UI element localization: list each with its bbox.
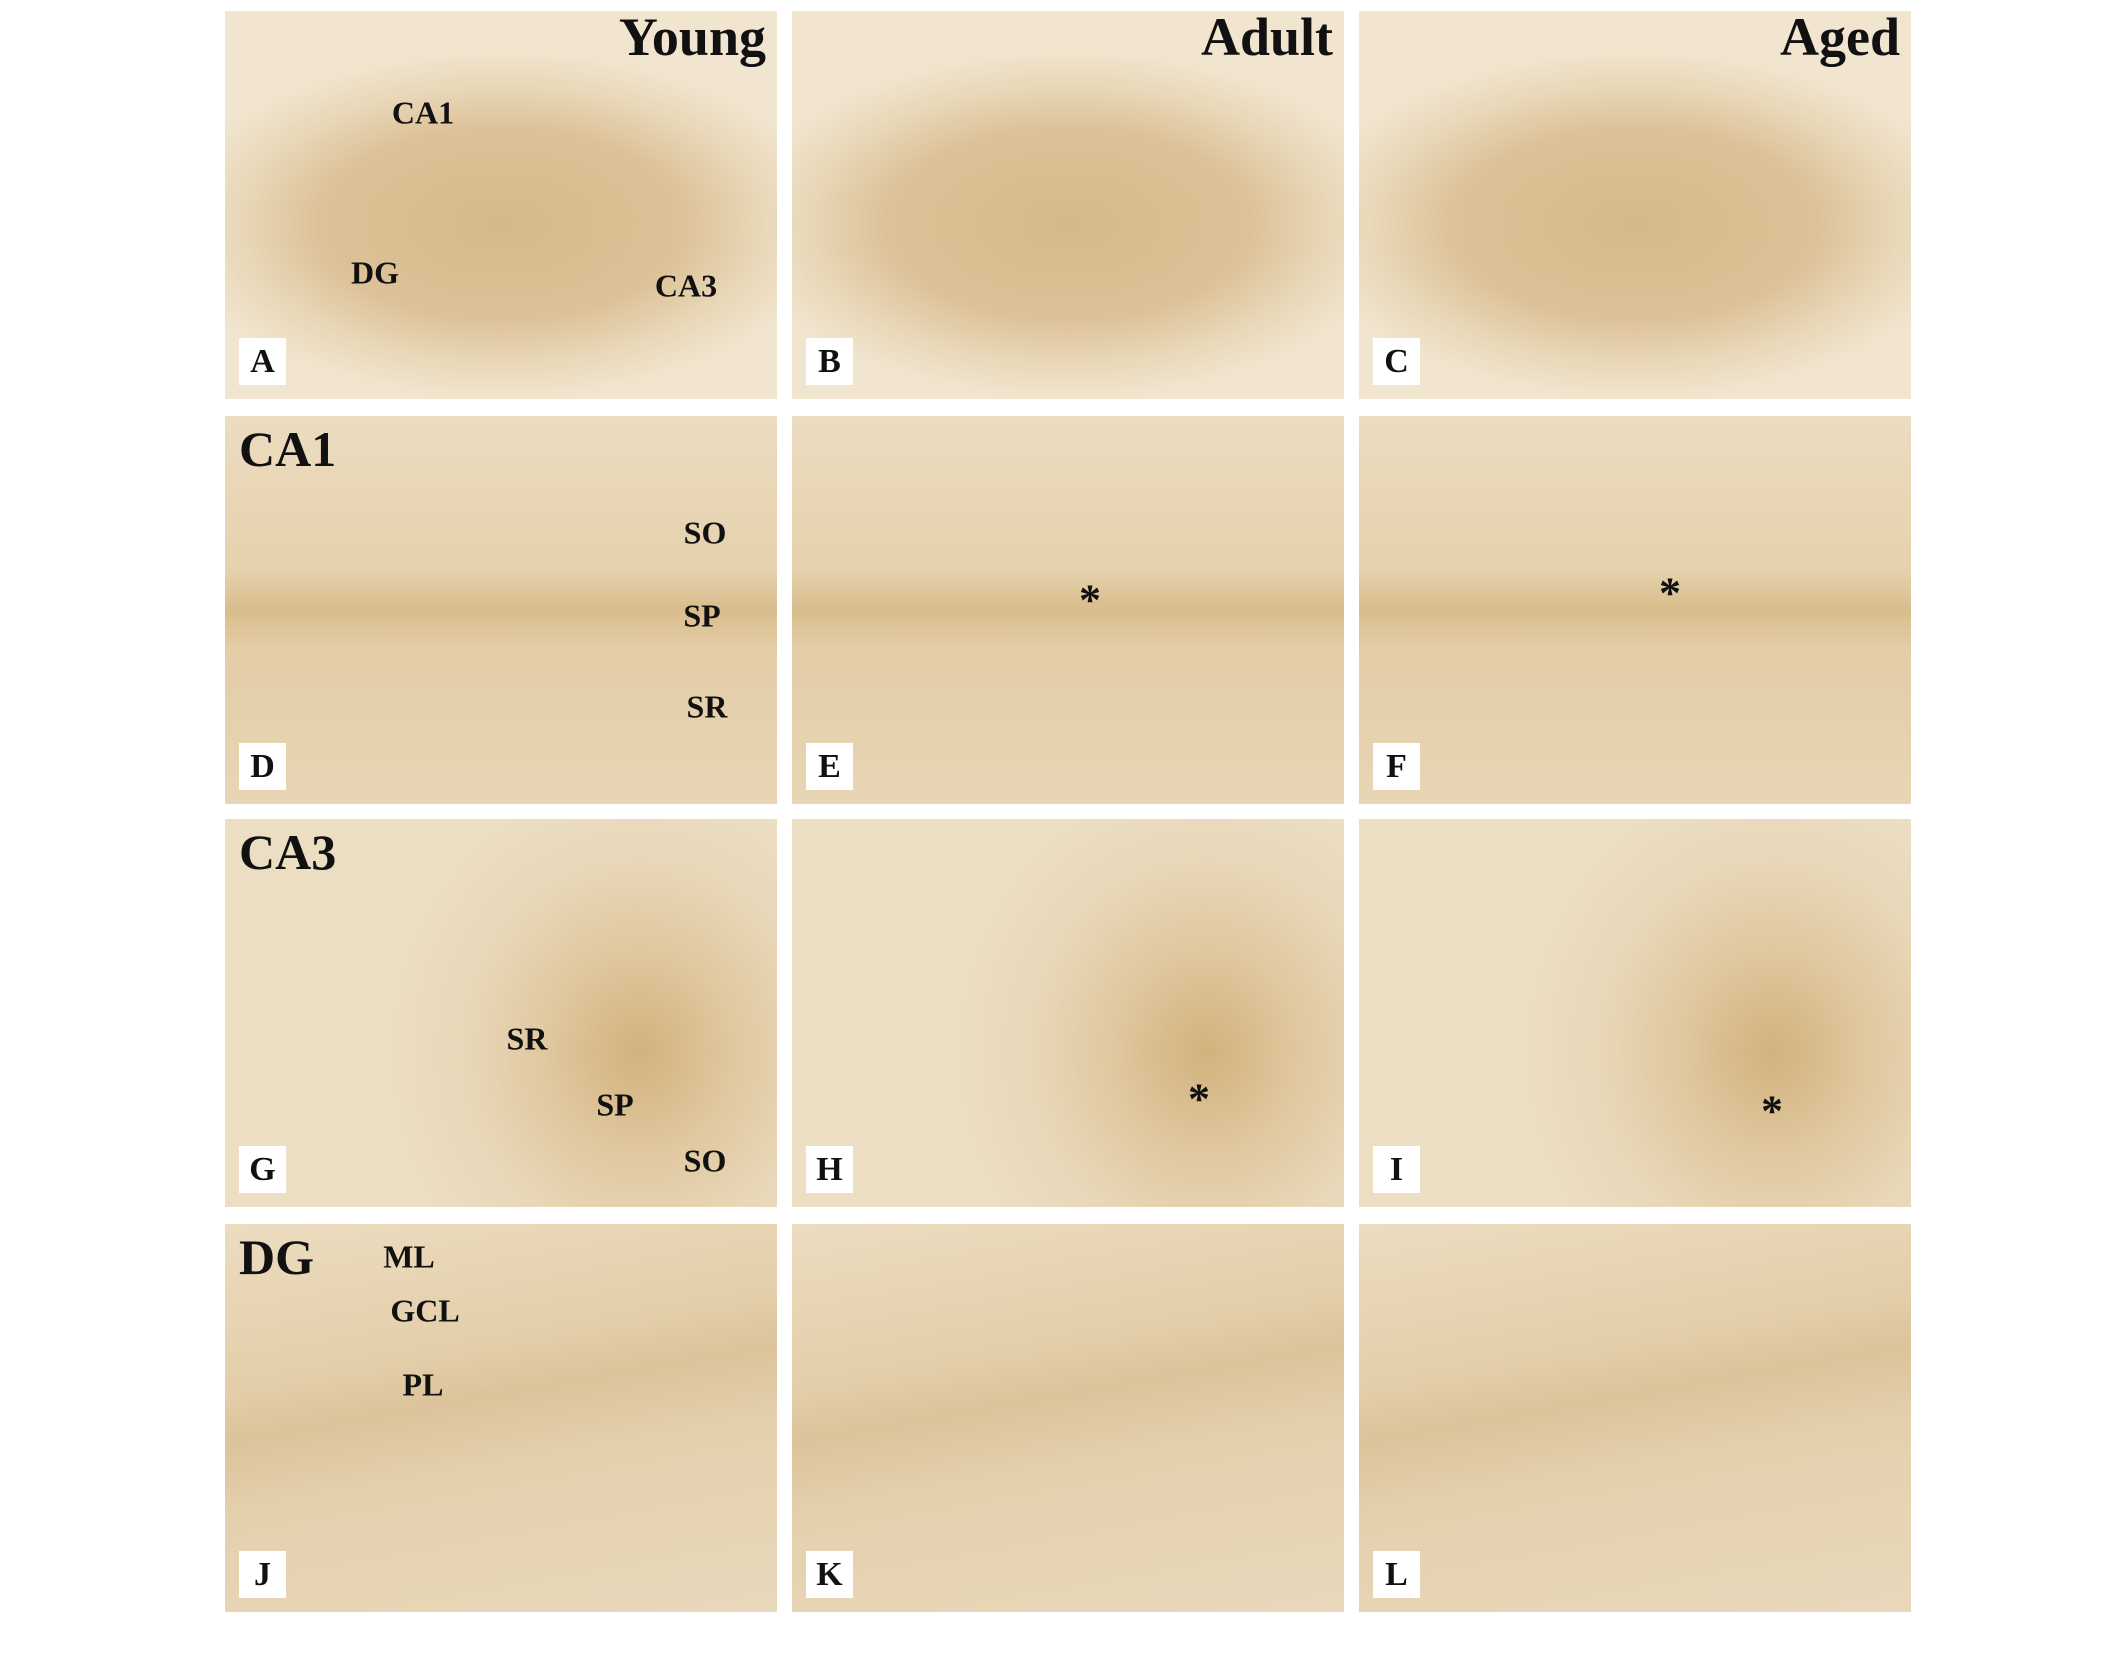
layer-label: CA1 [391, 94, 455, 131]
micrograph-panel: A CA1 DG CA3 [225, 11, 777, 399]
panel-letter: I [1373, 1146, 1420, 1193]
panel-letter: D [239, 743, 286, 790]
asterisk-marker: * [1659, 568, 1681, 618]
panel-letter: C [1373, 338, 1420, 385]
layer-label: DG [351, 254, 399, 291]
asterisk-marker: * [1761, 1086, 1783, 1136]
layer-label: SP [596, 1086, 634, 1123]
region-label: CA3 [239, 824, 337, 880]
layer-label: ML [383, 1238, 435, 1275]
micrograph-panel: D CA1 SO SP SR [225, 416, 777, 804]
micrograph-panel: B [792, 11, 1344, 399]
micrograph-panel: L [1359, 1224, 1911, 1612]
panel-letter: A [239, 338, 286, 385]
micrograph-panel: F * [1359, 416, 1911, 804]
panel-letter: L [1373, 1551, 1420, 1598]
panel-letter: J [239, 1551, 286, 1598]
micrograph-panel: E * [792, 416, 1344, 804]
column-header: Adult [1200, 7, 1333, 67]
layer-label: SO [683, 514, 727, 551]
micrograph-panel: H * [792, 819, 1344, 1207]
layer-label: SO [683, 1142, 727, 1179]
panel-letter: K [806, 1551, 853, 1598]
region-label: CA1 [239, 421, 337, 477]
panel-letter: B [806, 338, 853, 385]
layer-label: GCL [390, 1292, 460, 1329]
layer-label: PL [402, 1366, 444, 1403]
micrograph-panel: G CA3 SR SP SO [225, 819, 777, 1207]
micrograph-panel: J DG ML GCL PL [225, 1224, 777, 1612]
layer-label: SP [683, 597, 721, 634]
region-label: DG [239, 1229, 314, 1285]
column-header: Aged [1780, 7, 1900, 67]
panel-letter: G [239, 1146, 286, 1193]
layer-label: SR [686, 688, 728, 725]
layer-label: SR [506, 1020, 548, 1057]
micrograph-panel: C [1359, 11, 1911, 399]
panel-letter: E [806, 743, 853, 790]
micrograph-panel: K [792, 1224, 1344, 1612]
asterisk-marker: * [1188, 1074, 1210, 1124]
asterisk-marker: * [1079, 575, 1101, 625]
panel-letter: H [806, 1146, 853, 1193]
micrograph-panel: I * [1359, 819, 1911, 1207]
layer-label: CA3 [654, 267, 718, 304]
panel-letter: F [1373, 743, 1420, 790]
column-header: Young [618, 7, 766, 67]
